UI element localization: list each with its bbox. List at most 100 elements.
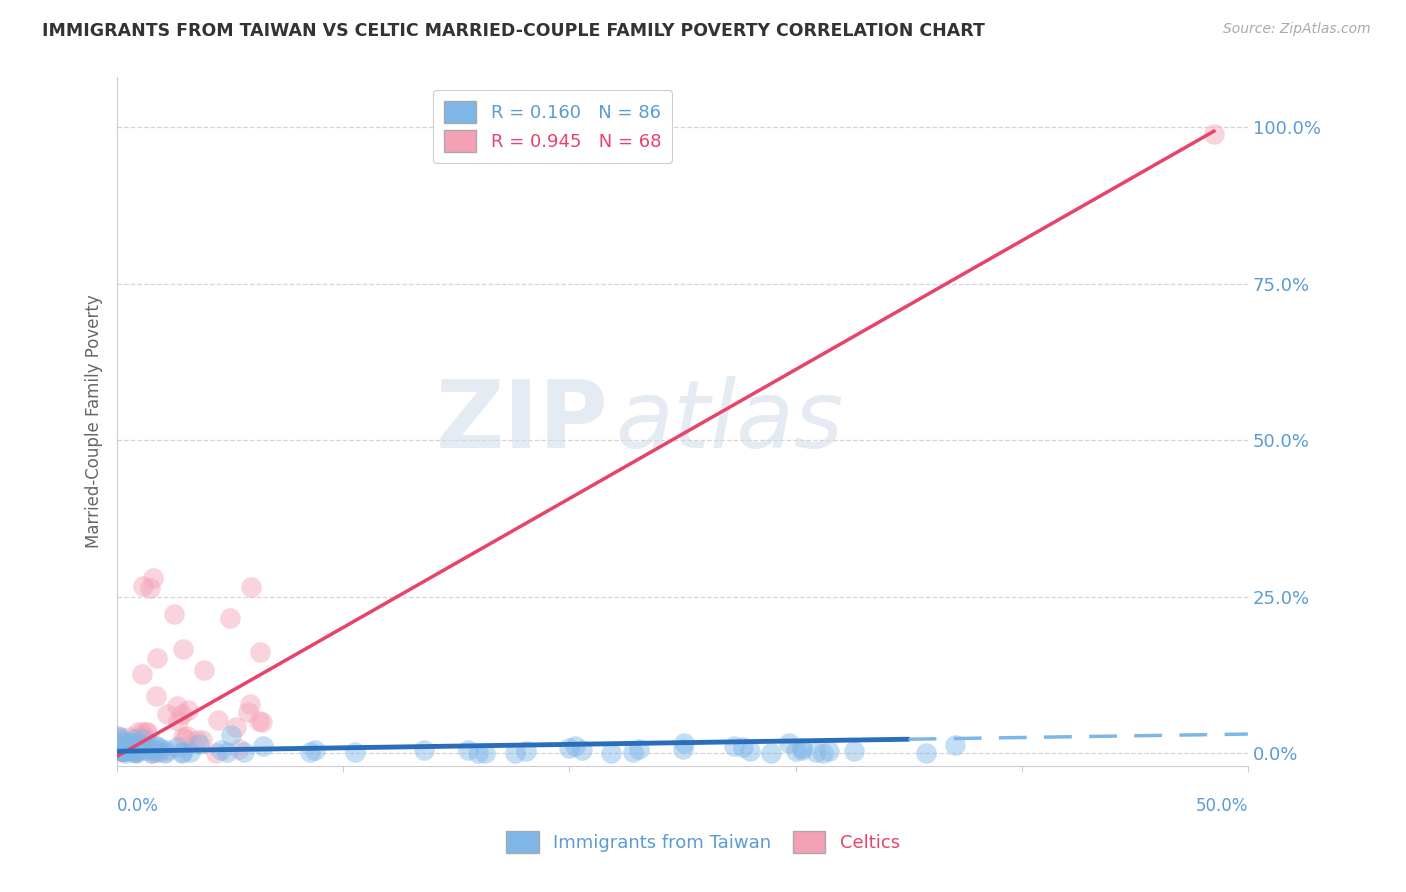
Point bbox=[135, 740, 157, 755]
Point bbox=[818, 744, 841, 758]
Point bbox=[564, 739, 586, 753]
Point bbox=[117, 740, 139, 755]
Point bbox=[146, 739, 169, 753]
Text: Source: ZipAtlas.com: Source: ZipAtlas.com bbox=[1223, 22, 1371, 37]
Point bbox=[107, 738, 129, 752]
Point bbox=[179, 745, 201, 759]
Point bbox=[118, 742, 141, 756]
Point bbox=[131, 667, 153, 681]
Point bbox=[141, 746, 163, 760]
Point bbox=[141, 743, 163, 757]
Point bbox=[115, 740, 138, 755]
Point bbox=[121, 739, 143, 754]
Point bbox=[148, 745, 170, 759]
Point bbox=[298, 745, 321, 759]
Point bbox=[571, 743, 593, 757]
Point bbox=[172, 746, 194, 760]
Point bbox=[111, 745, 134, 759]
Point bbox=[778, 736, 800, 750]
Point bbox=[811, 746, 834, 760]
Point bbox=[118, 735, 141, 749]
Point bbox=[790, 741, 813, 756]
Point bbox=[135, 740, 157, 755]
Point bbox=[193, 663, 215, 677]
Point bbox=[228, 742, 250, 756]
Point bbox=[122, 739, 145, 754]
Point bbox=[467, 746, 489, 760]
Point bbox=[132, 579, 155, 593]
Point bbox=[112, 743, 135, 757]
Point bbox=[207, 713, 229, 727]
Point bbox=[121, 743, 143, 757]
Point bbox=[145, 689, 167, 703]
Point bbox=[247, 714, 270, 728]
Point bbox=[115, 737, 138, 751]
Point bbox=[108, 744, 131, 758]
Point bbox=[112, 744, 135, 758]
Point bbox=[127, 743, 149, 757]
Point bbox=[731, 739, 754, 754]
Point bbox=[124, 745, 146, 759]
Point bbox=[107, 730, 129, 744]
Point bbox=[108, 743, 131, 757]
Point bbox=[125, 746, 148, 760]
Point bbox=[238, 705, 260, 719]
Point bbox=[232, 746, 254, 760]
Point bbox=[115, 740, 138, 755]
Point bbox=[127, 741, 149, 756]
Point bbox=[723, 739, 745, 753]
Point bbox=[111, 735, 134, 749]
Point bbox=[118, 738, 141, 752]
Point bbox=[136, 743, 159, 757]
Point bbox=[127, 745, 149, 759]
Point bbox=[672, 742, 695, 756]
Point bbox=[252, 739, 274, 754]
Point bbox=[343, 745, 366, 759]
Point bbox=[166, 739, 188, 754]
Point bbox=[153, 746, 176, 760]
Point bbox=[121, 736, 143, 750]
Text: IMMIGRANTS FROM TAIWAN VS CELTIC MARRIED-COUPLE FAMILY POVERTY CORRELATION CHART: IMMIGRANTS FROM TAIWAN VS CELTIC MARRIED… bbox=[42, 22, 986, 40]
Point bbox=[600, 746, 623, 760]
Point bbox=[108, 734, 131, 748]
Point bbox=[131, 739, 153, 753]
Point bbox=[219, 728, 242, 742]
Point bbox=[240, 580, 263, 594]
Point bbox=[125, 743, 148, 757]
Point bbox=[112, 744, 135, 758]
Point bbox=[740, 744, 762, 758]
Point bbox=[112, 744, 135, 758]
Point bbox=[139, 746, 162, 760]
Point bbox=[672, 735, 695, 749]
Point bbox=[139, 582, 162, 596]
Point bbox=[172, 746, 194, 760]
Point bbox=[112, 743, 135, 757]
Point bbox=[110, 742, 132, 756]
Point bbox=[142, 740, 165, 755]
Y-axis label: Married-Couple Family Poverty: Married-Couple Family Poverty bbox=[86, 294, 103, 549]
Text: 50.0%: 50.0% bbox=[1195, 797, 1249, 814]
Point bbox=[124, 744, 146, 758]
Point bbox=[628, 741, 651, 756]
Point bbox=[110, 744, 132, 758]
Point bbox=[218, 611, 240, 625]
Point bbox=[172, 642, 194, 657]
Point bbox=[115, 743, 138, 757]
Point bbox=[804, 746, 827, 760]
Point bbox=[143, 745, 166, 759]
Point bbox=[209, 743, 232, 757]
Point bbox=[114, 746, 136, 760]
Point bbox=[503, 746, 526, 760]
Point bbox=[217, 745, 239, 759]
Point bbox=[186, 733, 208, 747]
Point bbox=[107, 737, 129, 751]
Point bbox=[120, 737, 142, 751]
Point bbox=[249, 645, 271, 659]
Point bbox=[785, 744, 807, 758]
Point bbox=[153, 745, 176, 759]
Point bbox=[239, 697, 262, 711]
Point bbox=[172, 730, 194, 744]
Legend: Immigrants from Taiwan, Celtics: Immigrants from Taiwan, Celtics bbox=[499, 824, 907, 861]
Point bbox=[176, 729, 198, 743]
Point bbox=[155, 743, 177, 757]
